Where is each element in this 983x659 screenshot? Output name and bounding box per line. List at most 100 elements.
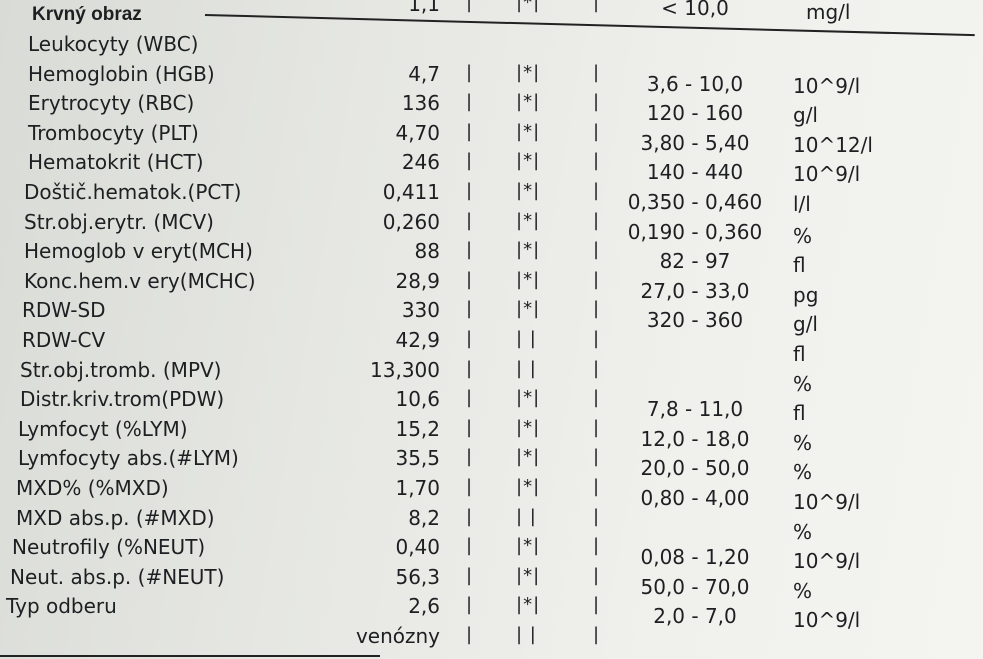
row-flag: |*| bbox=[516, 209, 541, 231]
table-row: Distr.kriv.trom(PDW) 10,6 | |*| | 7,8 - 11,0 f… bbox=[0, 387, 983, 425]
row-reference-range: 320 - 360 bbox=[646, 308, 744, 333]
row-name: MXD% (%MXD) bbox=[16, 476, 169, 500]
row-unit: fl bbox=[793, 401, 806, 426]
row-name: Typ odberu bbox=[6, 594, 117, 619]
row-value: 8,2 bbox=[408, 505, 440, 530]
header-unit: mg/l bbox=[806, 0, 851, 24]
row-name: Distr.kriv.trom(PDW) bbox=[20, 387, 225, 412]
row-name: Str.obj.tromb. (MPV) bbox=[20, 357, 222, 382]
table-row: Erytrocyty (RBC) 136 | |*| | 120 - 160 g/l bbox=[0, 91, 983, 127]
row-value: 1,70 bbox=[395, 476, 440, 500]
row-flag: |*| bbox=[516, 416, 541, 438]
table-row: Lymfocyt (%LYM) 15,2 | |*| | 12,0 - 18,0% bbox=[0, 416, 983, 455]
row-reference-range: 12,0 - 18,0 bbox=[640, 426, 750, 451]
row-name: Hemoglob v eryt(MCH) bbox=[24, 239, 253, 264]
table-row: RDW-CV 42,9 | | | | fl bbox=[0, 328, 983, 366]
row-bar1: | bbox=[466, 446, 473, 468]
row-name: Hemoglobin (HGB) bbox=[28, 61, 215, 86]
row-bar1: | bbox=[466, 564, 473, 586]
row-value: 10,6 bbox=[395, 387, 440, 412]
row-bar1: | bbox=[466, 61, 473, 83]
table-row: Trombocyty (PLT) 4,70 | |*| | 3,80 - 5,40 10^1… bbox=[0, 120, 983, 157]
row-bar2: | bbox=[593, 209, 600, 231]
row-bar2: | bbox=[593, 91, 600, 113]
header-row: 1,1 | |*| | < 10,0 mg/l bbox=[0, 0, 983, 24]
row-bar2: | bbox=[593, 416, 600, 438]
row-unit: % bbox=[793, 578, 813, 603]
row-bar1: | bbox=[466, 505, 473, 527]
row-name: Doštič.hematok.(PCT) bbox=[24, 180, 242, 204]
row-value: 35,5 bbox=[395, 446, 440, 471]
row-bar1: | bbox=[466, 120, 473, 142]
row-value: 0,260 bbox=[382, 209, 440, 234]
row-value: 0,40 bbox=[395, 535, 440, 560]
row-bar1: | bbox=[466, 239, 473, 261]
row-name: RDW-SD bbox=[22, 298, 106, 323]
table-row: MXD abs.p. (#MXD) 8,2 | | | |% bbox=[0, 505, 983, 544]
row-bar1: | bbox=[466, 416, 473, 438]
row-value: 88 bbox=[414, 239, 440, 264]
table-row: Neutrofily (%NEUT) 0,40 | |*| | 0,08 - 1,20 10… bbox=[0, 535, 983, 573]
row-flag: |*| bbox=[516, 446, 541, 468]
table-row: Leukocyty (WBC) bbox=[0, 32, 983, 62]
footer-rule bbox=[0, 655, 380, 657]
row-bar2: | bbox=[593, 328, 600, 349]
table-row: venózny | | | | bbox=[0, 624, 983, 654]
row-bar1: | bbox=[466, 624, 473, 645]
row-name: Lymfocyt (%LYM) bbox=[18, 416, 188, 441]
row-flag: | | bbox=[516, 328, 537, 349]
table-row: Typ odberu 2,6 | |*| | 2,0 - 7,0 10^9/l bbox=[0, 594, 983, 632]
row-reference-range: 82 - 97 bbox=[659, 249, 731, 274]
row-name: Hematokrit (HCT) bbox=[28, 150, 204, 175]
row-reference-range: 50,0 - 70,0 bbox=[640, 574, 750, 599]
row-value: 13,300 bbox=[370, 357, 440, 382]
header-ref: < 10,0 bbox=[661, 0, 729, 20]
row-value: 42,9 bbox=[395, 328, 440, 352]
row-bar1: | bbox=[466, 476, 473, 497]
row-reference-range: 0,80 - 4,00 bbox=[640, 486, 750, 510]
row-unit: 10^9/l bbox=[793, 608, 861, 633]
header-bar2: | bbox=[593, 0, 600, 13]
table-row: Lymfocyty abs.(#LYM) 35,5 | |*| | 20,0 - 50,0… bbox=[0, 446, 983, 484]
row-value: 4,7 bbox=[408, 61, 440, 86]
row-unit: % bbox=[793, 460, 813, 485]
row-unit: 10^9/l bbox=[793, 490, 861, 514]
row-name: Str.obj.erytr. (MCV) bbox=[24, 209, 214, 234]
row-bar2: | bbox=[593, 505, 600, 527]
row-bar2: | bbox=[593, 446, 600, 468]
row-bar2: | bbox=[593, 239, 600, 261]
table-row: Hematokrit (HCT) 246 | |*| | 140 - 440 10^9/l bbox=[0, 150, 983, 186]
row-unit: l/l bbox=[793, 192, 811, 216]
row-unit: % bbox=[793, 223, 813, 248]
row-bar1: | bbox=[466, 150, 473, 172]
row-unit: % bbox=[793, 519, 813, 544]
table-row: MXD% (%MXD) 1,70 | |*| | 0,80 - 4,00 10^9/l bbox=[0, 476, 983, 514]
row-name: Konc.hem.v ery(MCHC) bbox=[24, 268, 256, 293]
row-bar2: | bbox=[593, 594, 600, 616]
row-flag: |*| bbox=[516, 298, 541, 320]
row-reference-range: 20,0 - 50,0 bbox=[640, 456, 750, 481]
table-row: Doštič.hematok.(PCT) 0,411 | |*| | 0,350 - 0,… bbox=[0, 180, 983, 216]
row-reference-range: 2,0 - 7,0 bbox=[653, 604, 737, 629]
row-name: MXD abs.p. (#MXD) bbox=[16, 505, 215, 530]
row-flag: | | bbox=[516, 505, 537, 527]
row-reference-range: 3,6 - 10,0 bbox=[646, 71, 744, 96]
row-bar1: | bbox=[466, 180, 473, 201]
table-row: Hemoglob v eryt(MCH) 88 | |*| | 82 - 97 fl bbox=[0, 239, 983, 277]
row-flag: |*| bbox=[516, 594, 541, 616]
row-bar1: | bbox=[466, 387, 473, 409]
row-bar1: | bbox=[466, 91, 473, 113]
row-bar1: | bbox=[466, 357, 473, 379]
row-value: 136 bbox=[401, 91, 440, 116]
section-title: Krvný obraz bbox=[32, 4, 142, 25]
row-flag: |*| bbox=[516, 387, 541, 409]
row-unit: fl bbox=[793, 342, 806, 366]
row-bar1: | bbox=[466, 268, 473, 290]
row-bar2: | bbox=[593, 535, 600, 557]
row-value: 2,6 bbox=[408, 594, 440, 619]
row-reference-range: 7,8 - 11,0 bbox=[646, 397, 744, 422]
row-bar1: | bbox=[466, 298, 473, 320]
row-value: 28,9 bbox=[395, 268, 440, 293]
row-flag: |*| bbox=[516, 120, 541, 142]
row-name: Neutrofily (%NEUT) bbox=[12, 535, 206, 560]
